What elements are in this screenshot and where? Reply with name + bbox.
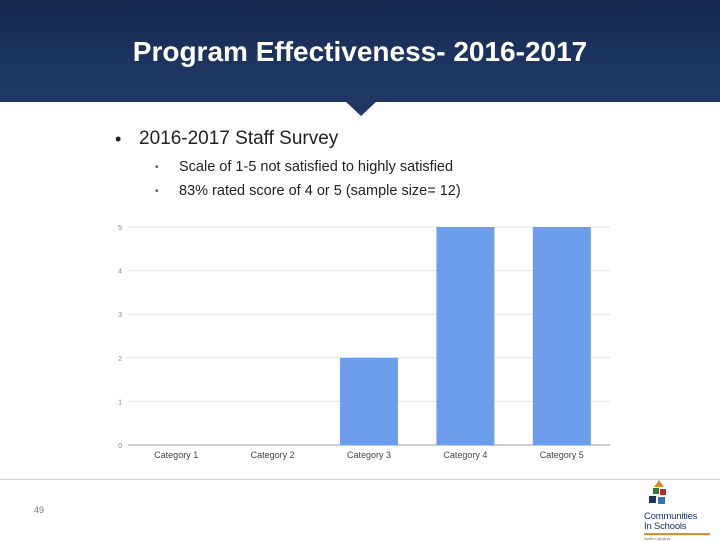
y-tick-label: 5 xyxy=(118,225,122,232)
bar-chart: 0 1 2 3 4 5 Category 1 Category 2 Category 3 Cate… xyxy=(118,225,610,460)
bar xyxy=(436,227,495,445)
y-tick-label: 4 xyxy=(118,269,122,276)
sub-bullet-text: 83% rated score of 4 or 5 (sample size= … xyxy=(179,183,461,199)
slide-title: Program Effectiveness- 2016-2017 xyxy=(132,36,588,67)
logo-line-2: In Schools xyxy=(644,521,687,532)
logo-tagline: North Carolina xyxy=(644,536,670,541)
bullet-dot: • xyxy=(155,161,159,173)
footer-divider xyxy=(0,479,720,480)
y-tick-label: 3 xyxy=(118,312,122,319)
x-tick-label: Category 2 xyxy=(251,450,295,460)
logo-line-1: Communities xyxy=(644,511,698,522)
bar xyxy=(532,227,591,445)
title-bar-pointer xyxy=(344,100,378,116)
x-tick-label: Category 3 xyxy=(347,450,391,460)
bullet-main: • 2016-2017 Staff Survey xyxy=(115,128,338,150)
sub-bullet: • 83% rated score of 4 or 5 (sample size… xyxy=(155,183,461,199)
communities-in-schools-logo: Communities In Schools North Carolina xyxy=(638,478,716,541)
y-tick-label: 1 xyxy=(118,399,122,406)
y-tick-label: 2 xyxy=(118,356,122,363)
y-tick-label: 0 xyxy=(118,443,122,450)
x-tick-label: Category 1 xyxy=(154,450,198,460)
bullet-dot: • xyxy=(155,185,159,197)
logo-underline xyxy=(644,533,710,535)
bullet-main-text: 2016-2017 Staff Survey xyxy=(139,128,339,149)
x-tick-label: Category 4 xyxy=(443,450,487,460)
page-number: 49 xyxy=(34,505,45,515)
sub-bullet-text: Scale of 1-5 not satisfied to highly sat… xyxy=(179,159,454,175)
logo-mark-icon xyxy=(649,480,666,504)
bullet-dot: • xyxy=(115,128,122,149)
title-bar: Program Effectiveness- 2016-2017 xyxy=(0,0,720,102)
logo-text: Communities In Schools xyxy=(644,512,697,532)
sub-bullet: • Scale of 1-5 not satisfied to highly s… xyxy=(155,159,453,175)
x-tick-label: Category 5 xyxy=(540,450,584,460)
bullet-list: • 2016-2017 Staff Survey • Scale of 1-5 … xyxy=(115,128,461,199)
bar xyxy=(340,357,398,445)
